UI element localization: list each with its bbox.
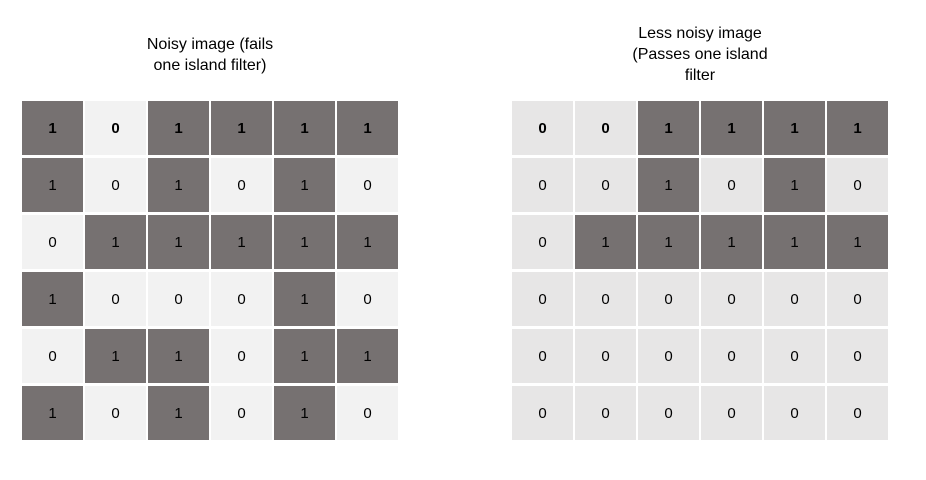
noisy-grid-cell-r5-c3: 1: [148, 329, 209, 383]
less-noisy-grid-cell-r2-c2: 0: [575, 158, 636, 212]
noisy-grid-cell-r3-c5: 1: [274, 215, 335, 269]
noisy-grid-cell-r3-c3: 1: [148, 215, 209, 269]
less-noisy-grid-cell-r2-c3: 1: [638, 158, 699, 212]
less-noisy-grid-cell-r5-c2: 0: [575, 329, 636, 383]
noisy-grid-cell-r5-c2: 1: [85, 329, 146, 383]
noisy-grid-cell-r6-c4: 0: [211, 386, 272, 440]
less-noisy-grid-cell-r6-c5: 0: [764, 386, 825, 440]
less-noisy-grid-cell-r4-c5: 0: [764, 272, 825, 326]
less-noisy-grid-cell-r5-c5: 0: [764, 329, 825, 383]
noisy-grid-cell-r1-c3: 1: [148, 101, 209, 155]
noisy-grid-cell-r1-c4: 1: [211, 101, 272, 155]
less-noisy-grid-cell-r2-c5: 1: [764, 158, 825, 212]
less-noisy-grid-cell-r6-c2: 0: [575, 386, 636, 440]
less-noisy-grid-cell-r4-c4: 0: [701, 272, 762, 326]
less-noisy-grid-cell-r6-c4: 0: [701, 386, 762, 440]
less-noisy-grid-cell-r1-c3: 1: [638, 101, 699, 155]
noisy-grid-cell-r4-c2: 0: [85, 272, 146, 326]
less-noisy-grid-cell-r1-c6: 1: [827, 101, 888, 155]
noisy-grid-cell-r3-c2: 1: [85, 215, 146, 269]
noisy-grid-cell-r6-c5: 1: [274, 386, 335, 440]
noisy-grid-cell-r6-c2: 0: [85, 386, 146, 440]
noisy-grid-cell-r2-c1: 1: [22, 158, 83, 212]
less-noisy-grid-cell-r1-c5: 1: [764, 101, 825, 155]
less-noisy-grid-cell-r5-c4: 0: [701, 329, 762, 383]
noisy-grid-cell-r2-c3: 1: [148, 158, 209, 212]
less-noisy-grid-cell-r5-c1: 0: [512, 329, 573, 383]
less-noisy-grid-cell-r1-c2: 0: [575, 101, 636, 155]
noisy-grid-cell-r2-c5: 1: [274, 158, 335, 212]
less-noisy-grid-cell-r5-c3: 0: [638, 329, 699, 383]
noisy-grid-cell-r2-c4: 0: [211, 158, 272, 212]
less-noisy-grid-cell-r3-c3: 1: [638, 215, 699, 269]
noisy-grid-cell-r4-c4: 0: [211, 272, 272, 326]
noisy-grid-cell-r6-c3: 1: [148, 386, 209, 440]
noisy-grid-cell-r2-c6: 0: [337, 158, 398, 212]
less-noisy-grid-cell-r3-c6: 1: [827, 215, 888, 269]
less-noisy-grid-cell-r6-c3: 0: [638, 386, 699, 440]
less-noisy-grid-cell-r4-c3: 0: [638, 272, 699, 326]
noisy-grid-cell-r2-c2: 0: [85, 158, 146, 212]
less-noisy-grid-cell-r2-c4: 0: [701, 158, 762, 212]
noisy-grid-cell-r5-c4: 0: [211, 329, 272, 383]
noisy-image-title: Noisy image (fails one island filter): [146, 36, 274, 74]
noisy-grid-cell-r4-c3: 0: [148, 272, 209, 326]
noisy-grid-cell-r4-c5: 1: [274, 272, 335, 326]
less-noisy-grid-cell-r1-c4: 1: [701, 101, 762, 155]
noisy-grid-cell-r5-c1: 0: [22, 329, 83, 383]
less-noisy-grid-cell-r2-c1: 0: [512, 158, 573, 212]
noisy-grid-cell-r1-c5: 1: [274, 101, 335, 155]
noisy-grid-cell-r1-c6: 1: [337, 101, 398, 155]
less-noisy-image-title: Less noisy image (Passes one island filt…: [632, 25, 768, 84]
noisy-grid-cell-r4-c6: 0: [337, 272, 398, 326]
less-noisy-grid-cell-r6-c1: 0: [512, 386, 573, 440]
less-noisy-grid-cell-r1-c1: 0: [512, 101, 573, 155]
less-noisy-grid-cell-r3-c4: 1: [701, 215, 762, 269]
noisy-grid-cell-r3-c6: 1: [337, 215, 398, 269]
less-noisy-grid-cell-r4-c1: 0: [512, 272, 573, 326]
noisy-grid-cell-r1-c1: 1: [22, 101, 83, 155]
noisy-grid-cell-r6-c1: 1: [22, 386, 83, 440]
less-noisy-grid-cell-r3-c2: 1: [575, 215, 636, 269]
noisy-grid-cell-r3-c4: 1: [211, 215, 272, 269]
less-noisy-grid-cell-r4-c6: 0: [827, 272, 888, 326]
noisy-grid-cell-r4-c1: 1: [22, 272, 83, 326]
noisy-grid-cell-r6-c6: 0: [337, 386, 398, 440]
less-noisy-grid-cell-r3-c5: 1: [764, 215, 825, 269]
less-noisy-grid-cell-r2-c6: 0: [827, 158, 888, 212]
less-noisy-grid-cell-r6-c6: 0: [827, 386, 888, 440]
less-noisy-grid-cell-r5-c6: 0: [827, 329, 888, 383]
noisy-grid-cell-r3-c1: 0: [22, 215, 83, 269]
less-noisy-grid-cell-r3-c1: 0: [512, 215, 573, 269]
less-noisy-grid-cell-r4-c2: 0: [575, 272, 636, 326]
noisy-grid-cell-r5-c5: 1: [274, 329, 335, 383]
noisy-grid-cell-r1-c2: 0: [85, 101, 146, 155]
noisy-grid-cell-r5-c6: 1: [337, 329, 398, 383]
